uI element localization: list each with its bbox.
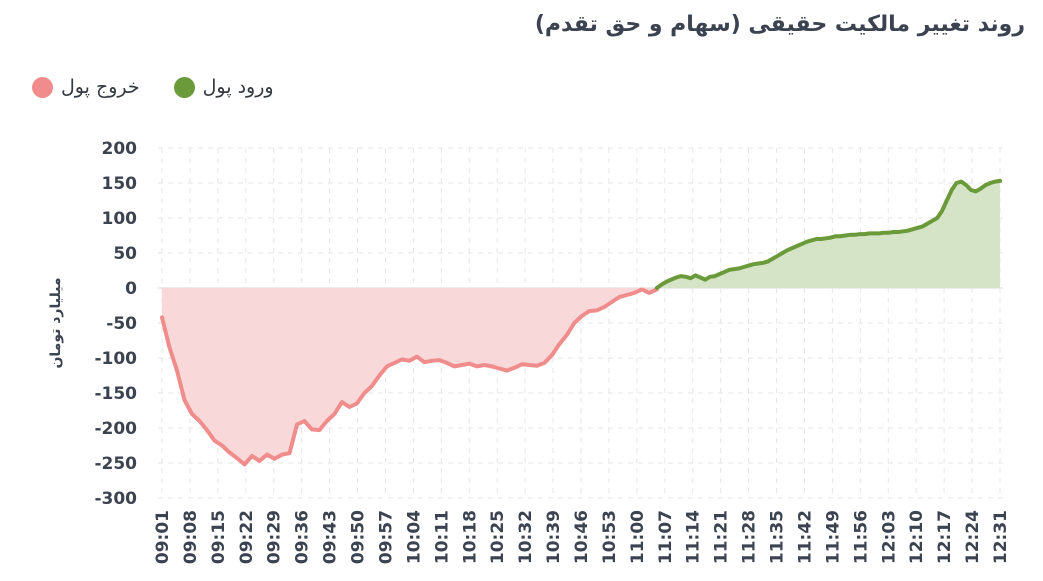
x-tick-label: 09:50 xyxy=(349,510,369,564)
outflow-line xyxy=(160,287,659,467)
y-tick-label: -50 xyxy=(106,314,137,334)
x-tick-label: 11:56 xyxy=(851,510,871,564)
x-tick-label: 09:15 xyxy=(209,510,229,564)
x-tick-label: 09:29 xyxy=(265,510,285,564)
x-axis-ticks: 09:01 09:08 09:15 09:22 09:29 09:36 09:43 09:50… xyxy=(153,510,1011,564)
legend-outflow-label: خروج پول xyxy=(61,76,140,98)
x-tick-label: 11:42 xyxy=(795,510,815,564)
x-tick-label: 12:03 xyxy=(879,510,899,564)
y-axis-ticks: 200 150 100 50 0 -50 -100 -150 -200 -250 -300 xyxy=(94,139,137,509)
x-tick-label: 10:11 xyxy=(432,510,452,564)
x-tick-label: 09:43 xyxy=(321,510,341,564)
outflow-area xyxy=(162,288,657,465)
inflow-line xyxy=(654,178,1002,290)
y-tick-label: -200 xyxy=(94,419,137,439)
x-tick-label: 11:21 xyxy=(712,510,732,564)
chart-areas xyxy=(162,180,1000,465)
legend-item-outflow[interactable]: خروج پول xyxy=(24,76,140,98)
x-tick-label: 10:04 xyxy=(404,510,424,564)
y-tick-label: 200 xyxy=(102,139,138,159)
legend-inflow-label: ورود پول xyxy=(202,76,274,98)
x-tick-label: 10:32 xyxy=(516,510,536,564)
legend-inflow-marker xyxy=(173,76,195,98)
x-tick-label: 11:49 xyxy=(823,510,843,564)
x-tick-label: 09:22 xyxy=(237,510,257,564)
x-tick-label: 10:46 xyxy=(572,510,592,564)
y-axis-label: میلیارد تومان xyxy=(48,277,64,368)
y-tick-label: -300 xyxy=(94,489,137,509)
legend-outflow-marker xyxy=(32,76,53,98)
y-tick-label: -250 xyxy=(94,454,137,474)
x-tick-label: 11:07 xyxy=(656,510,676,564)
chart-legend: خروج پول ورود پول xyxy=(24,74,300,100)
legend-item-inflow[interactable]: ورود پول xyxy=(166,76,274,98)
y-tick-label: 150 xyxy=(102,174,138,194)
x-tick-label: 12:17 xyxy=(935,510,955,564)
x-tick-label: 09:57 xyxy=(376,510,396,564)
x-tick-label: 10:39 xyxy=(544,510,564,564)
x-tick-label: 11:28 xyxy=(740,510,760,564)
inflow-area xyxy=(656,180,1000,288)
x-tick-label: 09:36 xyxy=(293,510,313,564)
y-tick-label: -150 xyxy=(94,384,137,404)
y-tick-label: 0 xyxy=(125,279,137,299)
x-tick-label: 09:01 xyxy=(153,510,173,564)
x-tick-label: 11:35 xyxy=(768,510,788,564)
x-tick-label: 10:53 xyxy=(600,510,620,564)
y-tick-label: 100 xyxy=(102,209,138,229)
x-tick-label: 11:14 xyxy=(684,510,704,564)
chart-lines xyxy=(160,178,1002,467)
x-tick-label: 10:25 xyxy=(488,510,508,564)
y-tick-label: 50 xyxy=(113,244,137,264)
x-tick-label: 11:00 xyxy=(628,510,648,564)
x-tick-label: 12:31 xyxy=(991,510,1011,564)
x-tick-label: 12:10 xyxy=(907,510,927,564)
x-tick-label: 12:24 xyxy=(963,510,983,564)
x-tick-label: 10:18 xyxy=(460,510,480,564)
y-tick-label: -100 xyxy=(94,349,137,369)
chart-title: روند تغییر مالکیت حقیقی (سهام و حق تقدم) xyxy=(534,12,1025,37)
x-tick-label: 09:08 xyxy=(181,510,201,564)
